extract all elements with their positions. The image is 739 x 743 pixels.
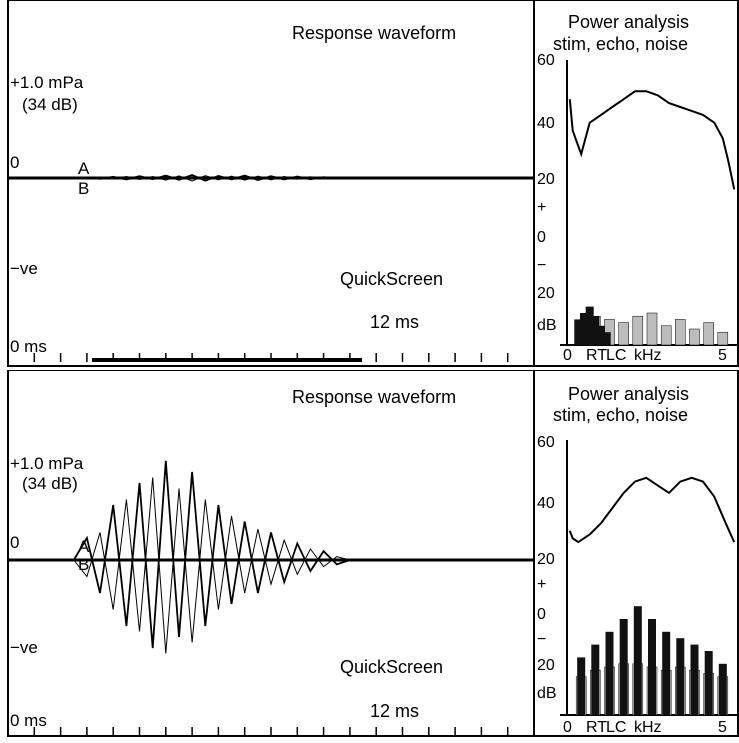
- waveform-plot: [73, 460, 351, 654]
- power-title: Power analysis: [568, 12, 689, 32]
- echo-bar: [619, 619, 628, 715]
- amplitude-label: +1.0 mPa: [10, 454, 84, 473]
- power-y-tick-label: 20: [537, 285, 555, 302]
- echo-bar: [676, 638, 685, 715]
- trace-b-label: B: [78, 555, 89, 574]
- power-y-tick-label: 20: [537, 551, 555, 568]
- power-y-tick-label: 0: [537, 606, 546, 623]
- stim-curve: [568, 90, 736, 190]
- noise-bar: [689, 328, 700, 346]
- power-x-tick-label: kHz: [634, 719, 662, 736]
- trace-b-label: B: [78, 179, 89, 198]
- trace-b-line: [73, 175, 350, 182]
- waveform-plot: [73, 174, 350, 182]
- noise-bar: [675, 319, 686, 346]
- power-y-tick-label: 0: [537, 229, 546, 246]
- duration-label: 12 ms: [370, 701, 419, 721]
- power-x-tick-label: RT: [586, 347, 607, 364]
- echo-bar: [585, 306, 594, 345]
- noise-bar: [646, 312, 658, 346]
- time-start-label: 0 ms: [10, 337, 47, 356]
- power-plot: [568, 90, 736, 346]
- power-y-labels: 60 40 20 +0 − 20 dB: [537, 52, 557, 334]
- echo-bar: [597, 325, 605, 345]
- panel-top-svg: Response waveform +1.0 mPa (34 dB) 0 A B…: [7, 0, 739, 367]
- amplitude-db: (34 dB): [22, 474, 78, 493]
- power-plot: [568, 476, 736, 716]
- panel-bottom-svg: Response waveform +1.0 mPa (34 dB) 0 A B…: [7, 369, 739, 737]
- echo-bar: [577, 657, 586, 715]
- echo-bar: [591, 644, 600, 715]
- panel-frame: [7, 369, 739, 737]
- power-subtitle: stim, echo, noise: [553, 405, 688, 425]
- amplitude-db: (34 dB): [22, 95, 78, 114]
- echo-bar: [690, 644, 699, 715]
- noise-bar: [618, 322, 629, 346]
- power-x-tick-label: 0: [563, 719, 572, 736]
- stim-curve: [568, 476, 736, 544]
- waveform-title: Response waveform: [292, 387, 456, 407]
- echo-bar: [704, 651, 713, 715]
- echo-bar: [591, 316, 600, 345]
- time-axis-ticks: [7, 353, 535, 362]
- zero-label: 0: [10, 533, 19, 552]
- negative-label: −ve: [10, 638, 38, 657]
- power-y-tick-label: −: [537, 631, 546, 648]
- power-title: Power analysis: [568, 384, 689, 404]
- power-y-tick-label: 20: [537, 657, 555, 674]
- mode-label: QuickScreen: [340, 269, 443, 289]
- amplitude-label: +1.0 mPa: [10, 73, 84, 92]
- panel-frame: [7, 0, 739, 367]
- panel-top: Response waveform +1.0 mPa (34 dB) 0 A B…: [0, 0, 739, 368]
- echo-bar: [718, 663, 727, 715]
- power-x-tick-label: 5: [718, 719, 727, 736]
- power-y-tick-label: −: [537, 257, 546, 274]
- power-y-tick-label: dB: [537, 685, 557, 702]
- power-x-tick-label: LC: [606, 719, 626, 736]
- noise-bar: [717, 331, 729, 346]
- trace-a-label: A: [78, 159, 90, 178]
- power-y-tick-label: 40: [537, 495, 555, 512]
- noise-bar: [660, 325, 672, 346]
- noise-bar: [703, 322, 714, 346]
- duration-label: 12 ms: [370, 312, 419, 332]
- echo-bar: [648, 619, 656, 715]
- power-y-tick-label: dB: [537, 317, 557, 334]
- power-subtitle: stim, echo, noise: [553, 34, 688, 54]
- waveform-title: Response waveform: [292, 23, 456, 43]
- negative-label: −ve: [10, 259, 38, 278]
- echo-bar: [662, 631, 671, 715]
- panel-bottom: Response waveform +1.0 mPa (34 dB) 0 A B…: [0, 369, 739, 738]
- echo-bar: [602, 332, 611, 345]
- power-y-labels: 60 40 20 +0 − 20 dB: [537, 434, 557, 702]
- power-x-tick-label: RT: [586, 719, 607, 736]
- power-y-tick-label: +: [537, 576, 546, 593]
- echo-bar: [574, 319, 583, 345]
- power-x-tick-label: LC: [606, 347, 626, 364]
- time-axis-ticks: [7, 727, 535, 736]
- trace-a-line: [73, 460, 351, 649]
- power-x-tick-label: kHz: [634, 347, 662, 364]
- echo-bar: [633, 606, 642, 715]
- power-x-tick-label: 5: [718, 347, 727, 364]
- time-start-label: 0 ms: [10, 711, 47, 730]
- trace-b-line: [73, 477, 351, 654]
- mode-label: QuickScreen: [340, 657, 443, 677]
- power-x-tick-label: 0: [563, 347, 572, 364]
- power-y-tick-label: 60: [537, 52, 555, 69]
- zero-label: 0: [10, 153, 19, 172]
- power-y-tick-label: +: [537, 199, 546, 216]
- noise-bar: [632, 315, 644, 346]
- power-y-tick-label: 20: [537, 171, 555, 188]
- power-y-tick-label: 40: [537, 115, 555, 132]
- power-y-tick-label: 60: [537, 434, 555, 451]
- echo-bar: [580, 313, 588, 345]
- echo-bar: [605, 631, 614, 715]
